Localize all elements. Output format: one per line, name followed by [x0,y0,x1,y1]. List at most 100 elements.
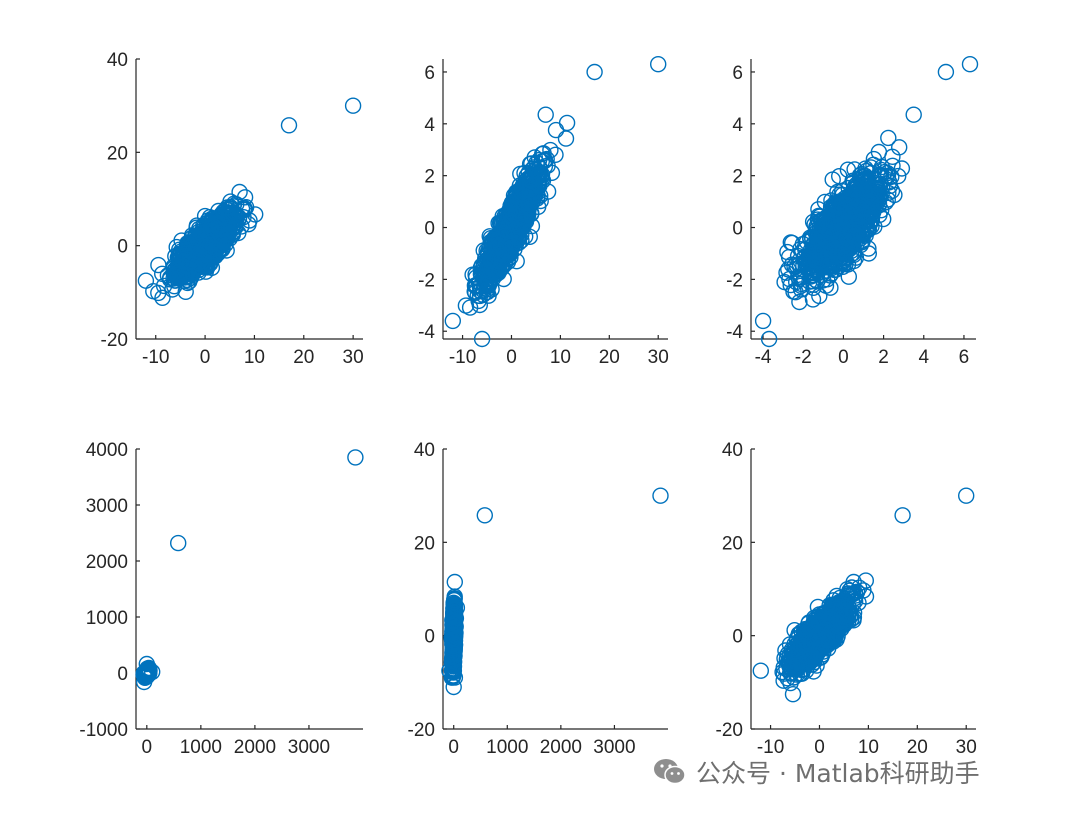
data-point [557,130,575,147]
y-tick-label: -4 [726,322,743,343]
y-tick-label: 0 [117,664,128,685]
data-point [171,270,188,287]
x-tick-label: -2 [795,347,812,368]
data-point [828,232,846,249]
data-point [143,663,161,681]
data-point [477,268,494,285]
x-tick-label: 20 [907,737,928,758]
data-point [200,248,218,265]
y-tick-label: 2000 [86,552,128,573]
data-point [161,269,179,286]
x-tick-label: 3000 [593,737,635,758]
data-point [650,55,667,73]
data-point [139,661,157,678]
data-point [536,158,554,175]
data-point [558,114,576,132]
data-point [344,97,362,114]
data-point [135,673,153,691]
data-point [537,106,554,123]
data-point [446,631,463,648]
data-point [506,228,523,246]
data-point [652,487,669,504]
data-point [961,55,979,73]
data-point [884,148,901,166]
data-point [835,215,852,232]
data-point [496,220,513,238]
y-tick-label: 1000 [86,608,128,629]
data-point [231,183,248,201]
data-point [153,265,171,282]
data-point [844,224,861,241]
data-point [782,234,799,251]
data-point [852,201,870,219]
x-tick-label: 1000 [180,737,222,758]
data-point [779,243,796,261]
data-point [169,534,187,552]
y-tick-label: -4 [418,322,435,343]
data-point [216,209,233,226]
data-point [444,312,461,330]
data-point [937,63,955,81]
data-point [893,160,911,177]
data-point [208,235,226,252]
x-tick-label: 10 [550,347,571,368]
data-point [448,599,466,616]
data-point [780,261,797,278]
x-tick-label: -10 [757,737,784,758]
y-tick-label: 2 [424,167,435,188]
data-point [501,202,518,220]
y-tick-label: 4 [424,115,435,136]
data-point [805,279,822,296]
data-point [796,253,814,270]
y-tick-label: 40 [722,440,743,461]
y-tick-label: 0 [732,219,743,240]
data-point [473,330,491,348]
data-point [784,686,802,703]
data-point [445,622,463,639]
data-point [137,272,155,289]
data-point [446,573,463,591]
data-point [890,167,907,185]
data-point [471,274,488,291]
data-point [822,279,839,296]
data-point [135,666,152,683]
data-point [521,195,538,212]
data-point [480,287,497,304]
data-point [530,166,547,183]
data-point [803,250,821,267]
data-point [445,638,462,655]
x-tick-label: 20 [293,347,314,368]
data-point [871,168,888,186]
data-point [202,219,220,236]
data-point [871,179,888,196]
data-point [445,644,462,662]
y-tick-label: 0 [424,627,435,648]
data-point [236,189,254,206]
data-point [822,255,840,272]
data-point [280,117,298,134]
x-tick-label: 0 [448,737,459,758]
x-tick-label: 30 [956,737,977,758]
x-tick-label: 0 [200,347,211,368]
data-point [445,678,462,696]
y-tick-label: -20 [408,720,435,741]
y-tick-label: -2 [726,270,743,291]
x-tick-label: 2000 [540,737,582,758]
x-tick-label: 4 [918,347,929,368]
y-tick-label: 0 [424,219,435,240]
y-tick-label: 4000 [86,440,128,461]
data-point [489,236,507,254]
y-tick-label: -2 [418,270,435,291]
data-point [542,141,559,159]
data-point [347,449,364,466]
data-point [201,236,219,254]
data-point [841,187,859,204]
data-point [586,63,603,81]
y-tick-label: 6 [732,63,743,84]
x-tick-label: 30 [648,347,669,368]
data-point [521,168,539,186]
